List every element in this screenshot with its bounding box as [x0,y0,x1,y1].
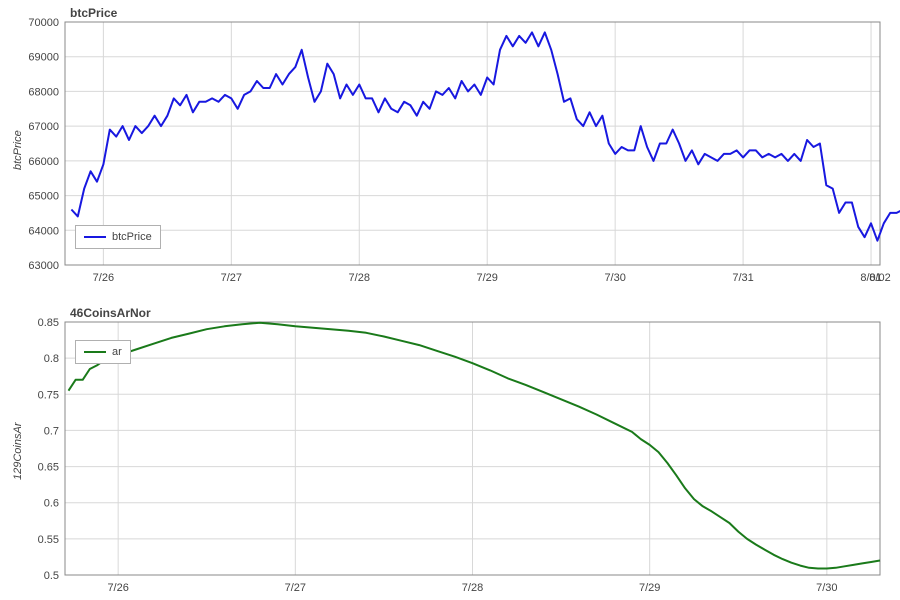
chart1-y-label: btcPrice [12,130,24,170]
svg-text:69000: 69000 [28,52,59,64]
svg-text:70000: 70000 [28,17,59,29]
chart1-legend-swatch [84,236,106,238]
chart2-legend-label: ar [112,346,122,358]
svg-text:67000: 67000 [28,121,59,133]
chart1-title: btcPrice [70,6,117,20]
svg-text:7/28: 7/28 [462,582,483,594]
svg-text:65000: 65000 [28,191,59,203]
svg-text:0.65: 0.65 [38,462,59,474]
svg-text:8/02: 8/02 [869,272,890,284]
svg-text:66000: 66000 [28,156,59,168]
chart2-y-label: 129CoinsAr [12,423,24,480]
coins-ar-chart: 46CoinsArNor 129CoinsAr 0.50.550.60.650.… [0,300,900,600]
svg-text:0.7: 0.7 [44,425,59,437]
svg-text:0.8: 0.8 [44,353,59,365]
svg-text:7/29: 7/29 [477,272,498,284]
svg-text:0.6: 0.6 [44,498,59,510]
svg-text:64000: 64000 [28,225,59,237]
svg-text:7/27: 7/27 [221,272,242,284]
svg-text:0.5: 0.5 [44,570,59,582]
svg-text:0.55: 0.55 [38,534,59,546]
svg-text:7/28: 7/28 [349,272,370,284]
chart2-svg: 0.5 0.55 0.6 0.65 0.7 0.75 0.8 0.85 7/26 7/27 7/28… [0,300,900,600]
svg-text:0.75: 0.75 [38,389,59,401]
svg-text:7/29: 7/29 [639,582,660,594]
chart1-svg: 63000 64000 65000 66000 67000 68000 69000 70000… [0,0,900,300]
svg-text:7/26: 7/26 [93,272,114,284]
chart2-legend: ar [75,340,131,364]
svg-text:7/30: 7/30 [604,272,625,284]
svg-text:7/27: 7/27 [285,582,306,594]
dual-chart-container: btcPrice btcPrice 63000 64000 65000 66000 67… [0,0,900,600]
chart1-legend: btcPrice [75,225,161,249]
svg-text:7/31: 7/31 [732,272,753,284]
chart2-title: 46CoinsArNor [70,306,151,320]
svg-text:7/26: 7/26 [107,582,128,594]
svg-text:63000: 63000 [28,260,59,272]
chart1-legend-label: btcPrice [112,231,152,243]
btc-price-chart: btcPrice btcPrice 63000 64000 65000 66000 67… [0,0,900,300]
chart2-legend-swatch [84,351,106,353]
svg-text:7/30: 7/30 [816,582,837,594]
svg-text:0.85: 0.85 [38,317,59,329]
svg-text:68000: 68000 [28,86,59,98]
